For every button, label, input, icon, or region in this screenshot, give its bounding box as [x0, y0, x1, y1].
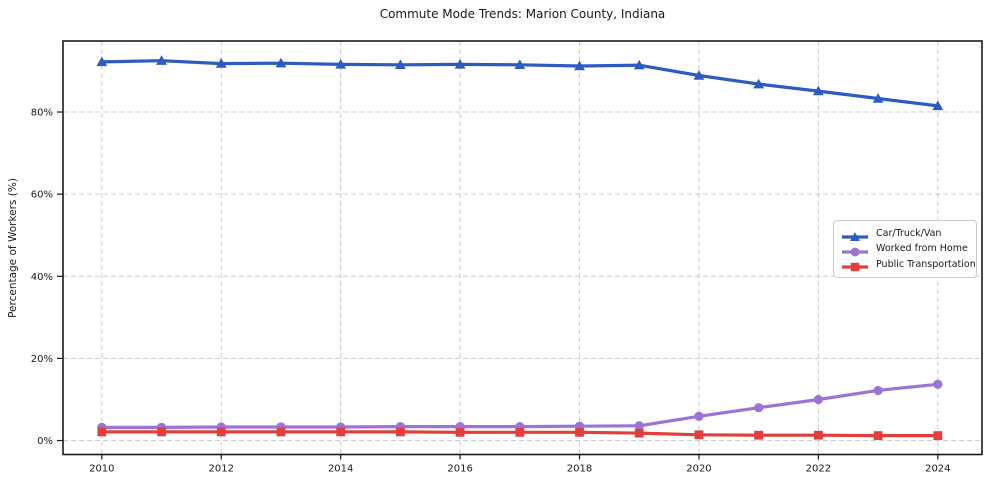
data-point-car-truck-van — [335, 59, 347, 69]
x-tick-label: 2024 — [925, 464, 950, 475]
circle-marker-icon — [850, 247, 860, 257]
x-tick-label: 2020 — [686, 464, 711, 475]
data-point-public-transportation — [694, 430, 704, 440]
data-point-car-truck-van — [812, 85, 824, 96]
legend-entry-car-truck-van: Car/Truck/Van — [841, 226, 969, 241]
data-point-public-transportation — [455, 427, 465, 437]
triangle-marker-icon — [850, 231, 860, 241]
square-marker-icon — [850, 263, 860, 272]
y-tick-label: 20% — [31, 354, 53, 365]
data-point-public-transportation — [754, 430, 764, 440]
series-line-worked-from-home — [101, 382, 938, 429]
data-point-worked-from-home — [873, 385, 883, 396]
data-point-public-transportation — [97, 427, 107, 437]
x-tick-label: 2012 — [209, 464, 234, 475]
data-point-car-truck-van — [156, 55, 167, 65]
data-point-public-transportation — [216, 427, 226, 437]
data-point-car-truck-van — [514, 59, 526, 70]
data-point-public-transportation — [336, 427, 346, 437]
y-tick-label: 0% — [37, 436, 53, 447]
legend-label: Public Transportation — [876, 258, 976, 270]
data-point-car-truck-van — [932, 100, 944, 111]
data-point-car-truck-van — [633, 59, 645, 70]
data-point-car-truck-van — [872, 93, 884, 103]
data-point-car-truck-van — [693, 70, 705, 80]
data-point-public-transportation — [575, 427, 584, 437]
legend-label: Car/Truck/Van — [876, 228, 942, 240]
x-tick-label: 2016 — [447, 464, 472, 475]
data-point-public-transportation — [157, 427, 166, 437]
x-tick-label: 2014 — [328, 464, 353, 475]
data-point-public-transportation — [276, 427, 286, 437]
y-tick-label: 80% — [31, 108, 53, 119]
data-point-car-truck-van — [574, 60, 585, 71]
y-tick-label: 40% — [31, 272, 53, 283]
x-tick-label: 2018 — [567, 464, 592, 475]
axes-frame — [62, 40, 983, 456]
data-point-public-transportation — [634, 428, 644, 438]
data-point-public-transportation — [933, 431, 943, 441]
data-point-public-transportation — [395, 427, 405, 437]
y-tick-label: 60% — [31, 190, 53, 201]
data-point-worked-from-home — [634, 421, 644, 431]
data-point-car-truck-van — [275, 57, 287, 68]
data-point-worked-from-home — [694, 411, 704, 421]
data-point-car-truck-van — [753, 78, 765, 89]
data-point-car-truck-van — [394, 59, 406, 70]
x-tick-label: 2022 — [806, 464, 831, 475]
x-tick-label: 2010 — [89, 464, 114, 475]
legend-entry-public-transportation: Public Transportation — [841, 257, 976, 272]
data-point-worked-from-home — [933, 379, 943, 389]
chart-title: Commute Mode Trends: Marion County, Indi… — [379, 7, 666, 21]
data-point-car-truck-van — [215, 58, 227, 68]
data-point-car-truck-van — [96, 56, 108, 67]
legend-line-triangle-icon — [841, 228, 869, 241]
legend-line-square-icon — [841, 258, 869, 272]
data-point-worked-from-home — [813, 394, 823, 405]
legend-entry-worked-from-home: Worked from Home — [841, 241, 969, 257]
data-point-worked-from-home — [754, 403, 764, 413]
data-point-public-transportation — [873, 431, 883, 441]
series-worked-from-home — [97, 379, 943, 432]
series-car-truck-van — [96, 55, 944, 111]
data-point-public-transportation — [813, 430, 823, 440]
legend-label: Worked from Home — [876, 243, 968, 255]
series-public-transportation — [97, 427, 943, 441]
legend-line-circle-icon — [841, 243, 869, 257]
data-point-car-truck-van — [454, 59, 466, 69]
legend: Car/Truck/Van Worked from Home Public Tr… — [833, 220, 977, 278]
data-point-public-transportation — [515, 427, 525, 437]
